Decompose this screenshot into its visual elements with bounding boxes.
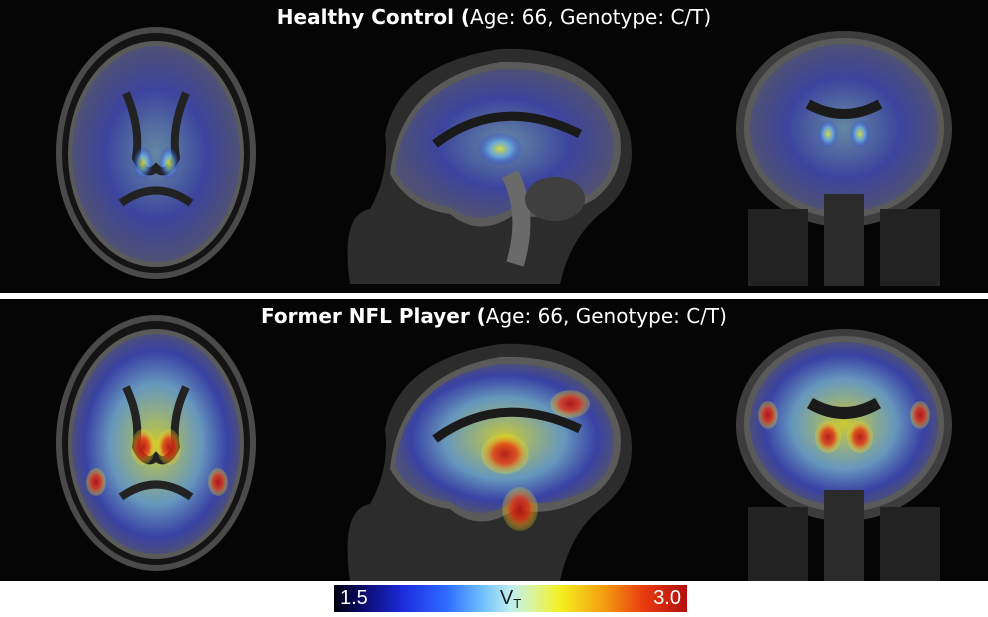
- tracer-core: [157, 429, 181, 465]
- colorbar-center-label: VT: [334, 585, 687, 617]
- tracer-core: [818, 120, 838, 148]
- healthy-control-panel: Healthy Control (Age: 66, Genotype: C/T): [0, 0, 988, 293]
- tracer-overlay: [72, 46, 240, 262]
- panel-title: Former NFL Player (Age: 66, Genotype: C/…: [0, 303, 988, 329]
- tracer-overlay: [750, 44, 938, 212]
- sagittal-scan: [347, 343, 632, 581]
- coronal-scan: [736, 31, 952, 286]
- tracer-core: [208, 468, 228, 496]
- axial-scan: [56, 315, 256, 571]
- tracer-core: [86, 468, 106, 496]
- tracer-core: [159, 147, 179, 179]
- colorbar-area: 1.5 VT 3.0: [0, 581, 988, 614]
- colorbar-min-label: 1.5: [340, 587, 368, 609]
- panel-title: Healthy Control (Age: 66, Genotype: C/T): [0, 4, 988, 30]
- tracer-core: [481, 434, 529, 474]
- tracer-core: [850, 120, 870, 148]
- panel-title-details: Age: 66, Genotype: C/T): [470, 5, 712, 29]
- colorbar-max-label: 3.0: [653, 587, 681, 609]
- tracer-core: [550, 390, 590, 418]
- vt-colorbar: 1.5 VT 3.0: [334, 585, 687, 612]
- axial-scan: [56, 27, 256, 279]
- sagittal-scan: [347, 48, 632, 284]
- tracer-core: [131, 429, 155, 465]
- tracer-core: [502, 487, 538, 531]
- nfl-player-panel: Former NFL Player (Age: 66, Genotype: C/…: [0, 299, 988, 581]
- panel-title-subject: Former NFL Player (: [261, 304, 486, 328]
- tracer-overlay: [72, 334, 240, 554]
- colorbar-center-subscript: T: [513, 596, 522, 611]
- tracer-overlay: [750, 342, 938, 506]
- tracer-core: [758, 401, 778, 429]
- tracer-core: [910, 401, 930, 429]
- coronal-scan: [736, 329, 952, 581]
- tracer-core: [478, 133, 522, 165]
- tracer-core: [815, 421, 841, 453]
- panel-title-details: Age: 66, Genotype: C/T): [485, 304, 727, 328]
- tracer-core: [847, 421, 873, 453]
- tracer-core: [133, 147, 153, 179]
- panel-title-subject: Healthy Control (: [276, 5, 471, 29]
- colorbar-center-main: V: [499, 587, 514, 609]
